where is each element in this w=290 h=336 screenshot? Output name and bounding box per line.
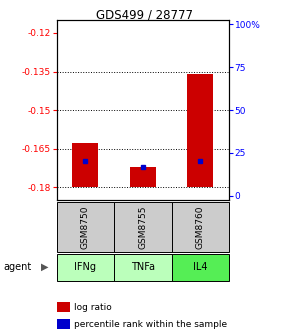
Text: IL4: IL4: [193, 262, 208, 272]
Text: GSM8755: GSM8755: [138, 205, 147, 249]
Bar: [114, 202, 172, 252]
Text: percentile rank within the sample: percentile rank within the sample: [74, 320, 228, 329]
Text: agent: agent: [3, 262, 31, 272]
Bar: [187, 74, 213, 187]
Bar: [57, 302, 70, 312]
Bar: [57, 254, 114, 281]
Bar: [172, 202, 229, 252]
Bar: [57, 202, 114, 252]
Bar: [114, 254, 172, 281]
Bar: [72, 143, 98, 187]
Text: GSM8750: GSM8750: [81, 205, 90, 249]
Bar: [172, 254, 229, 281]
Bar: [57, 319, 70, 329]
Text: TNFa: TNFa: [131, 262, 155, 272]
Text: IFNg: IFNg: [74, 262, 96, 272]
Text: ▶: ▶: [41, 262, 49, 272]
Bar: [130, 167, 156, 187]
Text: GDS499 / 28777: GDS499 / 28777: [97, 8, 193, 22]
Text: GSM8760: GSM8760: [196, 205, 205, 249]
Text: log ratio: log ratio: [74, 303, 112, 312]
